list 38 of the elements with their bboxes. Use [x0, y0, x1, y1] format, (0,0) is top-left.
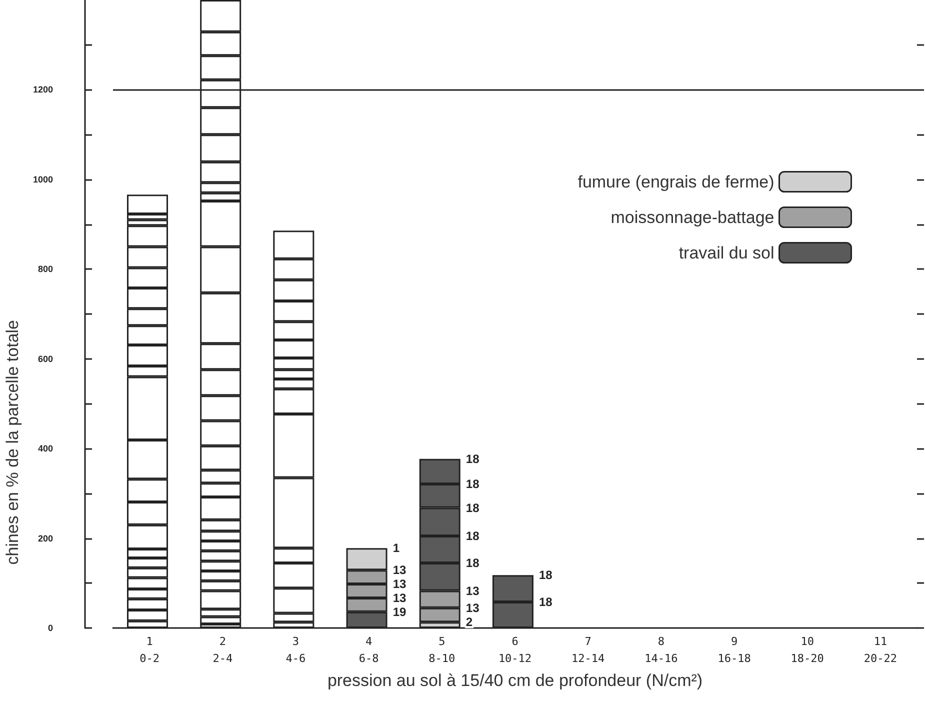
y-tick-label: 600 [38, 354, 53, 364]
x-tick-label: 4 6-8 [358, 635, 379, 665]
x-tick-label: 1 0-2 [140, 635, 160, 665]
x-tick-label: 3 4-6 [286, 635, 306, 665]
annotation: 2 [466, 615, 473, 630]
x-tick-label: 8 14-16 [644, 635, 678, 665]
y-tick-label: 1200 [32, 84, 53, 95]
annotation: 18 [539, 594, 553, 609]
x-tick-label: 5 8-10 [428, 635, 456, 665]
y-axis-title: chines en % de la parcelle totale [3, 320, 22, 565]
legend-label: fumure (engrais de ferme) [578, 172, 774, 192]
x-tick-label: 6 10-12 [498, 635, 532, 665]
x-tick-label: 11 20-22 [864, 635, 898, 665]
annotation: 13 [466, 584, 480, 598]
legend-label: travail du sol [678, 243, 774, 262]
annotation: 13 [392, 577, 406, 592]
annotation: 18 [466, 500, 480, 515]
annotation: 13 [392, 590, 406, 605]
y-tick-label: 200 [38, 533, 53, 544]
x-tick-label: 7 12-14 [572, 635, 606, 665]
annotation: 13 [392, 563, 406, 578]
x-axis-title: pression au sol à 15/40 cm de profondeur (N/cm²) [327, 671, 703, 690]
annotation: 18 [466, 556, 480, 570]
annotation: 18 [466, 477, 480, 492]
annotation: 18 [539, 568, 553, 582]
x-tick-label: 9 16-18 [718, 635, 751, 665]
annotation: 18 [466, 529, 480, 544]
x-tick-label: 2 2-4 [212, 635, 233, 665]
y-tick-label: 1000 [32, 174, 53, 184]
annotation: 18 [466, 452, 480, 466]
y-tick-label: 800 [38, 264, 53, 274]
annotation: 1 [392, 541, 400, 556]
y-tick-label: 400 [38, 444, 53, 454]
x-tick-label: 10 18-20 [790, 635, 824, 665]
y-tick-label: 0 [48, 623, 53, 633]
annotation: 19 [392, 604, 406, 619]
legend-label: moissonnage-battage [610, 208, 774, 227]
annotation: 13 [466, 600, 480, 615]
